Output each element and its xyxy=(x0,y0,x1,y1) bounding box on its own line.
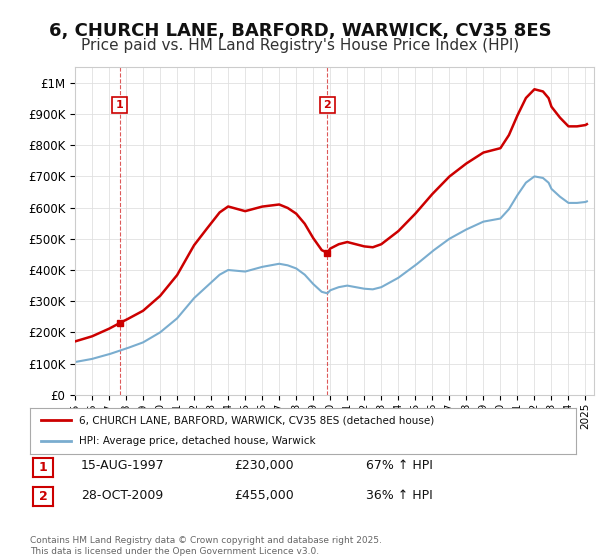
Text: 15-AUG-1997: 15-AUG-1997 xyxy=(81,459,164,473)
Text: 6, CHURCH LANE, BARFORD, WARWICK, CV35 8ES (detached house): 6, CHURCH LANE, BARFORD, WARWICK, CV35 8… xyxy=(79,415,434,425)
Text: 28-OCT-2009: 28-OCT-2009 xyxy=(81,488,163,502)
Text: £455,000: £455,000 xyxy=(234,488,294,502)
Text: 1: 1 xyxy=(39,461,47,474)
Text: 2: 2 xyxy=(39,490,47,503)
Text: £230,000: £230,000 xyxy=(234,459,293,473)
Text: 2: 2 xyxy=(323,100,331,110)
Text: 1: 1 xyxy=(116,100,124,110)
Text: HPI: Average price, detached house, Warwick: HPI: Average price, detached house, Warw… xyxy=(79,436,316,446)
Text: Contains HM Land Registry data © Crown copyright and database right 2025.
This d: Contains HM Land Registry data © Crown c… xyxy=(30,536,382,556)
Text: 67% ↑ HPI: 67% ↑ HPI xyxy=(366,459,433,473)
Text: Price paid vs. HM Land Registry's House Price Index (HPI): Price paid vs. HM Land Registry's House … xyxy=(81,38,519,53)
Text: 36% ↑ HPI: 36% ↑ HPI xyxy=(366,488,433,502)
Text: 6, CHURCH LANE, BARFORD, WARWICK, CV35 8ES: 6, CHURCH LANE, BARFORD, WARWICK, CV35 8… xyxy=(49,22,551,40)
